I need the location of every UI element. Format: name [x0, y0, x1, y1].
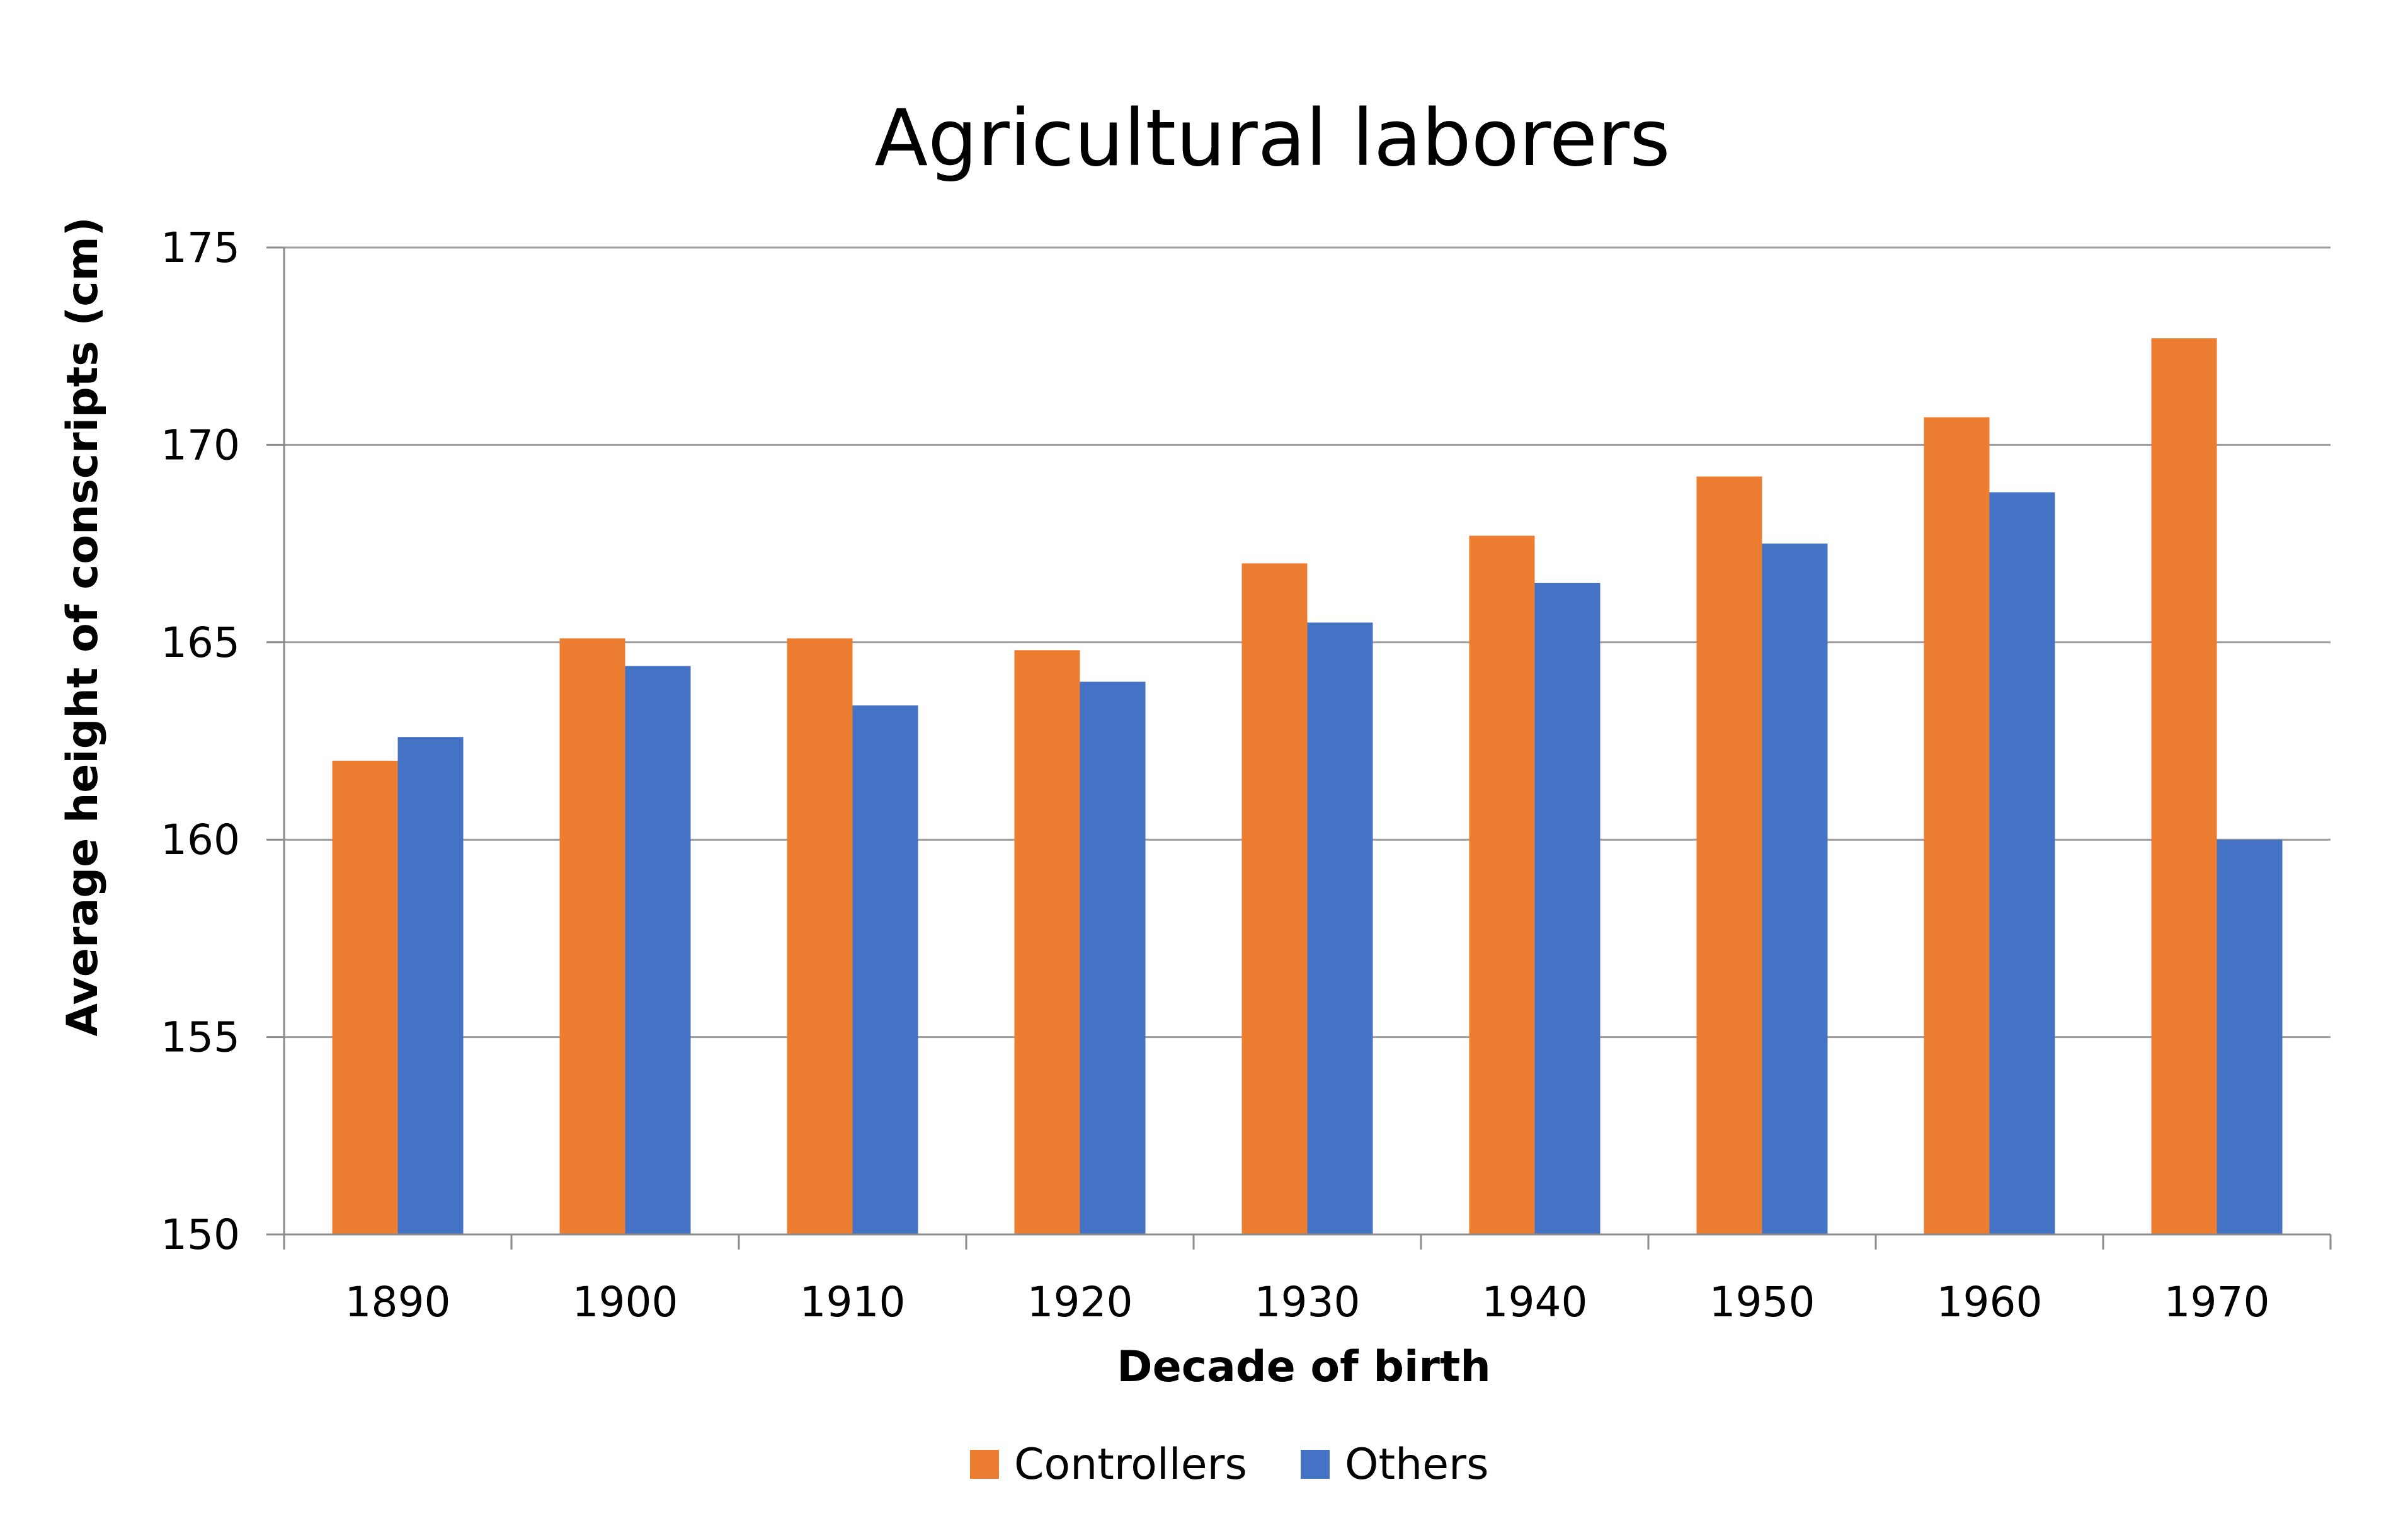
- x-tick-label: 1940: [1482, 1278, 1588, 1326]
- y-tick-label: 175: [161, 224, 240, 272]
- y-tick-label: 165: [161, 618, 240, 667]
- bar-controllers-1920: [1014, 650, 1080, 1234]
- y-tick-label: 150: [161, 1211, 240, 1259]
- y-tick-label: 170: [161, 421, 240, 469]
- x-axis-title: Decade of birth: [1117, 1342, 1491, 1392]
- bar-controllers-1960: [1924, 417, 1990, 1235]
- legend: Controllers Others: [970, 1440, 1489, 1490]
- bar-controllers-1970: [2151, 338, 2217, 1234]
- chart-title: Agricultural laborers: [874, 93, 1670, 184]
- bar-controllers-1940: [1469, 535, 1535, 1235]
- y-tick-label: 160: [161, 816, 240, 864]
- bar-controllers-1890: [332, 760, 398, 1234]
- bar-others-1960: [1989, 492, 2055, 1235]
- axes: [283, 248, 2332, 1250]
- y-tick-label: 155: [161, 1013, 240, 1062]
- legend-swatch-controllers: [970, 1450, 999, 1479]
- y-axis-title: Average height of conscripts (cm): [58, 217, 108, 1036]
- x-tick-label: 1970: [2164, 1278, 2270, 1326]
- bar-others-1920: [1080, 681, 1146, 1234]
- legend-label-controllers: Controllers: [1014, 1440, 1247, 1490]
- bar-others-1940: [1534, 583, 1601, 1234]
- x-tick-label: 1950: [1709, 1278, 1815, 1326]
- x-tick-label: 1910: [800, 1278, 906, 1326]
- bar-others-1930: [1307, 622, 1373, 1234]
- bar-others-1890: [397, 737, 464, 1234]
- bars: [332, 338, 2283, 1235]
- x-tick-label: 1920: [1027, 1278, 1133, 1326]
- bar-controllers-1900: [559, 638, 625, 1234]
- bar-controllers-1950: [1696, 476, 1762, 1235]
- x-tick-label: 1960: [1937, 1278, 2043, 1326]
- legend-label-others: Others: [1345, 1440, 1489, 1490]
- bar-others-1910: [852, 705, 918, 1234]
- bar-controllers-1930: [1241, 563, 1308, 1235]
- bar-others-1900: [625, 666, 691, 1234]
- bar-others-1950: [1762, 544, 1828, 1234]
- bar-others-1970: [2217, 840, 2283, 1234]
- x-tick-labels: 1890 1900 1910 1920 1930 1940 1950 1960 1970: [345, 1278, 2270, 1326]
- bar-controllers-1910: [787, 638, 853, 1234]
- y-tick-labels: 150 155 160 165 170 175: [161, 224, 240, 1259]
- x-tick-label: 1930: [1255, 1278, 1361, 1326]
- x-tick-label: 1890: [345, 1278, 451, 1326]
- x-tick-label: 1900: [573, 1278, 678, 1326]
- legend-swatch-others: [1301, 1450, 1330, 1479]
